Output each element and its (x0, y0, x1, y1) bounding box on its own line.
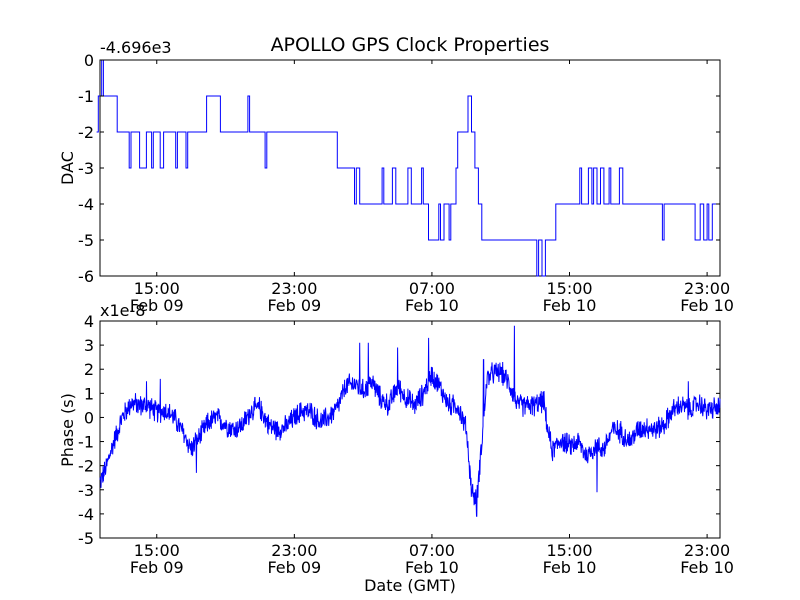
phase-ytick-label: -3 (78, 481, 94, 500)
phase-line (99, 325, 721, 517)
phase-xtick-time: 23:00 (684, 541, 730, 560)
dac-ytick-label: -1 (78, 87, 94, 106)
phase-ytick-label: -2 (78, 457, 94, 476)
phase-ytick-label: 1 (84, 384, 94, 403)
phase-ytick-label: 0 (84, 408, 94, 427)
dac-xtick-date: Feb 10 (543, 296, 597, 315)
dac-xtick-time: 23:00 (684, 279, 730, 298)
dac-y-axis-label: DAC (58, 151, 77, 185)
phase-xtick-date: Feb 09 (130, 558, 184, 577)
phase-xtick-date: Feb 10 (543, 558, 597, 577)
dac-xtick-time: 15:00 (134, 279, 180, 298)
phase-ytick-label: 4 (84, 312, 94, 331)
phase-y-ticks: 4 3 2 1 0 -1 -2 -3 -4 -5 (78, 312, 720, 548)
dac-xtick-date: Feb 09 (130, 296, 184, 315)
phase-ytick-label: 3 (84, 336, 94, 355)
dac-ytick-label: -4 (78, 195, 94, 214)
phase-ytick-label: 2 (84, 360, 94, 379)
dac-offset-label: -4.696e3 (100, 38, 172, 57)
dac-ytick-label: 0 (84, 51, 94, 70)
phase-xtick-date: Feb 10 (405, 558, 459, 577)
dac-ytick-label: -5 (78, 231, 94, 250)
phase-x-axis-label: Date (GMT) (364, 576, 456, 595)
dac-xtick-time: 23:00 (271, 279, 317, 298)
dac-y-ticks: 0 -1 -2 -3 -4 -5 -6 (78, 51, 720, 286)
dac-line (96, 59, 720, 277)
dac-ytick-label: -6 (78, 267, 94, 286)
phase-xtick-date: Feb 09 (267, 558, 321, 577)
chart-title: APOLLO GPS Clock Properties (271, 34, 550, 56)
dac-xtick-date: Feb 10 (405, 296, 459, 315)
phase-offset-label: x1e-8 (100, 301, 145, 320)
phase-xtick-time: 15:00 (546, 541, 592, 560)
phase-xtick-time: 15:00 (134, 541, 180, 560)
dac-ytick-label: -3 (78, 159, 94, 178)
phase-y-axis-label: Phase (s) (58, 393, 77, 467)
dac-xtick-time: 07:00 (409, 279, 455, 298)
dac-xtick-date: Feb 09 (267, 296, 321, 315)
dac-ytick-label: -2 (78, 123, 94, 142)
dac-xtick-date: Feb 10 (680, 296, 734, 315)
dac-series (96, 59, 720, 277)
phase-ytick-label: -5 (78, 529, 94, 548)
phase-axes-frame (99, 320, 721, 539)
phase-ytick-label: -4 (78, 505, 94, 524)
phase-xtick-date: Feb 10 (680, 558, 734, 577)
dac-xtick-time: 15:00 (546, 279, 592, 298)
phase-ytick-label: -1 (78, 433, 94, 452)
phase-xtick-time: 07:00 (409, 541, 455, 560)
phase-xtick-time: 23:00 (271, 541, 317, 560)
phase-series (99, 325, 721, 517)
